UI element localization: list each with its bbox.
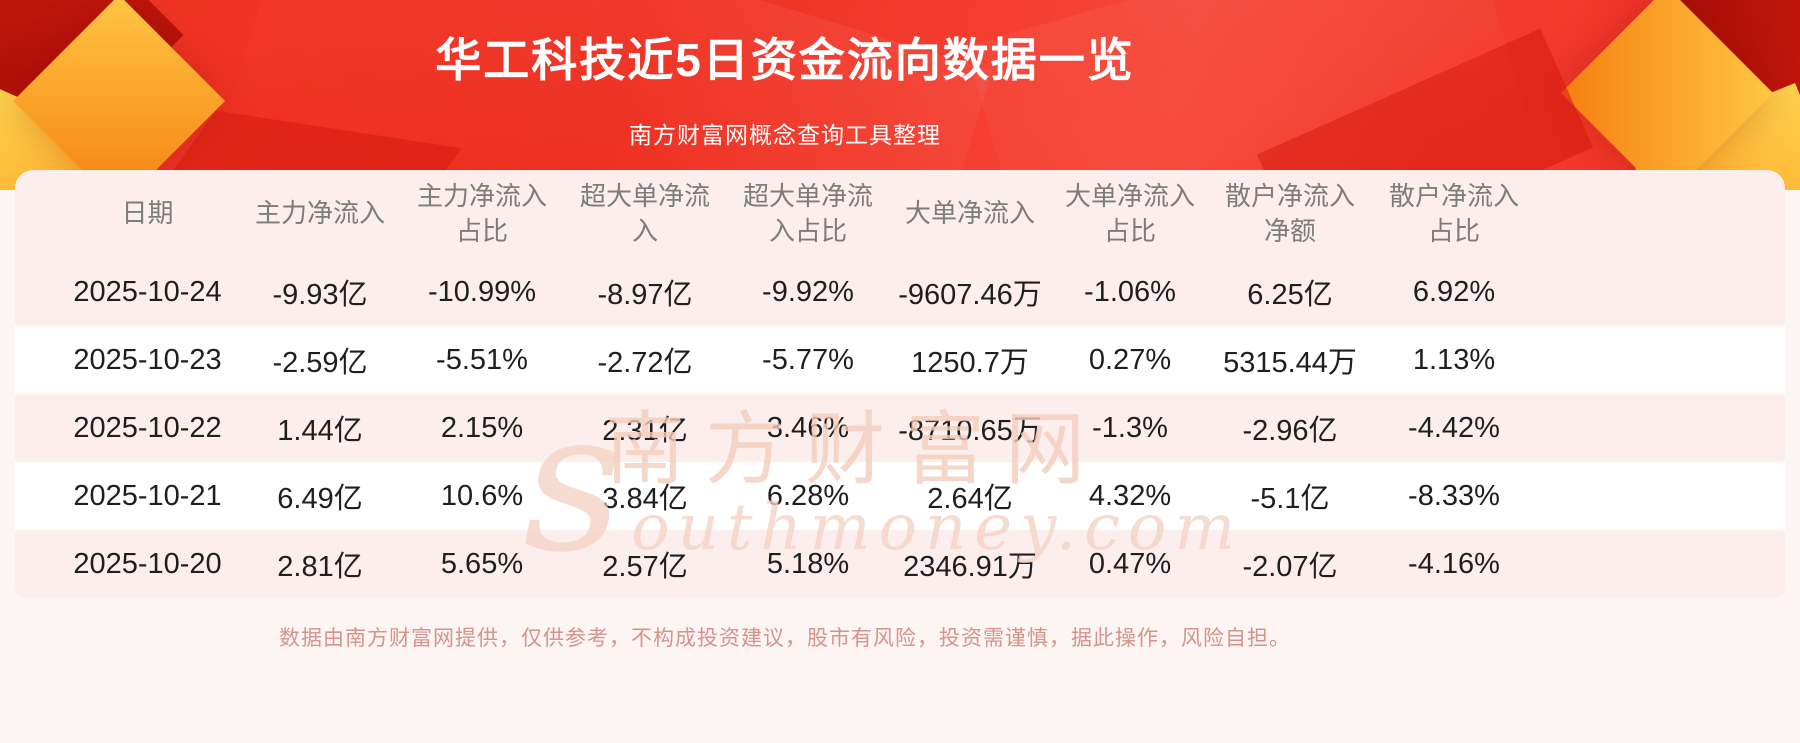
table-cell-date: 2025-10-22 [73,411,222,444]
column-header-main-net-inflow-ratio: 主力净流入占比 [400,170,564,258]
table-cell: 6.25亿 [1247,279,1333,311]
footer-disclaimer: 数据由南方财富网提供，仅供参考，不构成投资建议，股市有风险，投资需谨慎，据此操作… [279,627,1291,650]
table-cell: -9.93亿 [272,279,368,311]
table-cell: -4.16% [1408,547,1500,580]
decor-diamond-right-dark-icon [1622,0,1800,178]
column-header-retail-net-inflow-ratio: 散户净流入占比 [1370,170,1538,258]
table-cell: 6.49亿 [277,483,363,515]
column-header-label: 散户净流入净额 [1224,180,1355,246]
table-row: 2025-10-22 1.44亿 2.15% 2.31亿 3.46% -8710… [15,394,1785,462]
table-cell: 3.46% [766,411,850,444]
table-cell: -9607.46万 [898,279,1042,311]
table-cell: 3.84亿 [602,483,688,515]
column-header-label: 主力净流入 [254,198,385,229]
table-cell: 2.64亿 [927,483,1013,515]
column-header-label: 散户净流入占比 [1388,180,1519,246]
table-cell: 0.47% [1088,547,1172,580]
column-header-large-order-net-inflow: 大单净流入 [890,170,1050,258]
column-header-date: 日期 [55,170,240,258]
table-cell: -5.77% [762,343,854,376]
table-cell: 2.57亿 [602,551,688,583]
column-header-main-net-inflow: 主力净流入 [240,170,400,258]
table-cell: 4.32% [1088,479,1172,512]
table-cell: -9.92% [762,275,854,308]
column-header-label: 大单净流入占比 [1064,180,1195,246]
table-row: 2025-10-24 -9.93亿 -10.99% -8.97亿 -9.92% … [15,258,1785,326]
table-cell-date: 2025-10-23 [73,343,222,376]
table-row: 2025-10-21 6.49亿 10.6% 3.84亿 6.28% 2.64亿… [15,462,1785,530]
table-cell: -8.33% [1408,479,1500,512]
table-cell: 5.18% [766,547,850,580]
table-cell: 5315.44万 [1223,347,1357,379]
table-row: 2025-10-23 -2.59亿 -5.51% -2.72亿 -5.77% 1… [15,326,1785,394]
column-header-label: 超大单净流入 [579,180,710,246]
table-cell: -5.1亿 [1250,483,1330,515]
table-cell: -2.07亿 [1242,551,1338,583]
table-row: 2025-10-20 2.81亿 5.65% 2.57亿 5.18% 2346.… [15,530,1785,598]
table-cell: -8.97亿 [597,279,693,311]
table-cell: 1.44亿 [277,415,363,447]
column-header-label: 主力净流入占比 [416,180,547,246]
table-cell-date: 2025-10-20 [73,547,222,580]
column-header-large-order-net-inflow-ratio: 大单净流入占比 [1050,170,1210,258]
table-cell: -10.99% [427,275,536,308]
page-subtitle: 南方财富网概念查询工具整理 [629,122,941,148]
table-cell: 0.27% [1088,343,1172,376]
fund-flow-table-card: southmoney.com 南方财富网 日期 主力净流入 主力净流入占比 超大… [15,170,1785,598]
table-cell: 2.15% [440,411,524,444]
table-cell: -5.51% [436,343,528,376]
table-header-row: 日期 主力净流入 主力净流入占比 超大单净流入 超大单净流入占比 大单净流入 大… [15,170,1785,258]
table-cell: -8710.65万 [898,415,1042,447]
column-header-label: 日期 [121,198,174,229]
table-cell: -2.59亿 [272,347,368,379]
column-header-xl-order-net-inflow-ratio: 超大单净流入占比 [726,170,890,258]
table-cell: 5.65% [440,547,524,580]
table-cell: -4.42% [1408,411,1500,444]
banner: 华工科技近5日资金流向数据一览 南方财富网概念查询工具整理 [0,0,1800,190]
column-header-label: 大单净流入 [904,198,1035,229]
table-cell: 2.81亿 [277,551,363,583]
table-cell: -1.06% [1084,275,1176,308]
table-cell: 2.31亿 [602,415,688,447]
column-header-retail-net-inflow-amount: 散户净流入净额 [1210,170,1370,258]
table-cell: 6.28% [766,479,850,512]
table-cell-date: 2025-10-21 [73,479,222,512]
table-cell: 10.6% [440,479,524,512]
page-title: 华工科技近5日资金流向数据一览 [435,34,1135,86]
decor-diamond-right-gold-icon [1560,0,1774,190]
table-cell: 2346.91万 [903,551,1037,583]
banner-text-block: 华工科技近5日资金流向数据一览 南方财富网概念查询工具整理 [0,0,1570,150]
table-cell: 6.92% [1412,275,1496,308]
table-cell: 1250.7万 [911,347,1029,379]
table-cell-date: 2025-10-24 [73,275,222,308]
column-header-xl-order-net-inflow: 超大单净流入 [564,170,726,258]
table-cell: -1.3% [1092,411,1168,444]
column-header-label: 超大单净流入占比 [742,180,873,246]
table-cell: -2.72亿 [597,347,693,379]
table-cell: 1.13% [1412,343,1496,376]
table-cell: -2.96亿 [1242,415,1338,447]
